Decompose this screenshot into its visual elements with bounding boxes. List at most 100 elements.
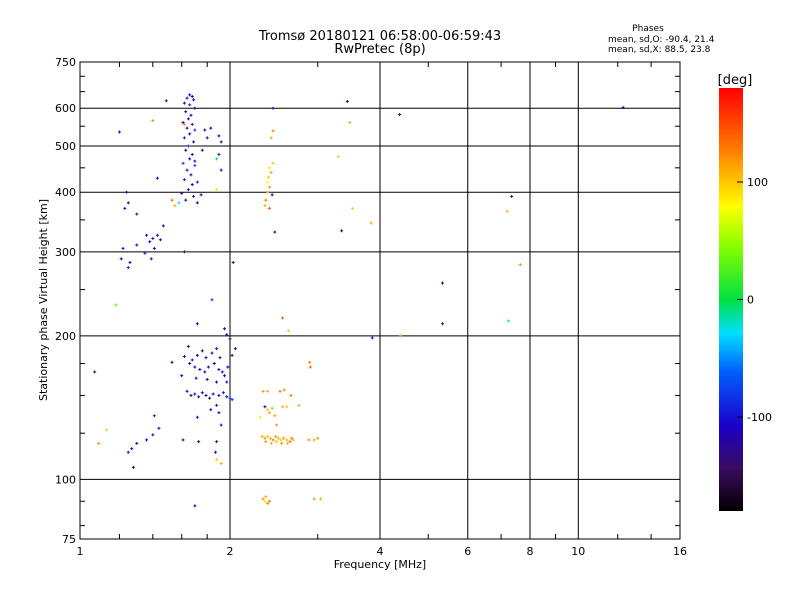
data-point (170, 198, 174, 202)
data-point (219, 140, 223, 144)
data-point (230, 398, 234, 402)
y-tick-label: 750 (55, 56, 76, 69)
data-point (186, 188, 190, 192)
data-point (193, 365, 197, 369)
data-point (288, 440, 292, 444)
data-points (93, 93, 625, 508)
data-point (155, 233, 159, 237)
data-point (217, 134, 221, 138)
x-tick-label: 16 (673, 545, 687, 558)
data-point (319, 497, 323, 501)
data-point (190, 152, 194, 156)
data-point (312, 497, 316, 501)
data-point (182, 101, 186, 105)
data-point (204, 393, 208, 397)
data-point (193, 128, 197, 132)
data-point (190, 94, 194, 98)
data-point (114, 303, 118, 307)
data-point (185, 126, 189, 130)
data-point (126, 266, 130, 270)
data-point (233, 347, 237, 351)
data-point (215, 157, 219, 161)
data-point (219, 423, 223, 427)
data-point (345, 99, 349, 103)
data-point (151, 119, 155, 123)
data-point (267, 499, 271, 503)
data-point (258, 415, 262, 419)
data-point (189, 393, 193, 397)
data-point (312, 438, 316, 442)
data-point (266, 389, 270, 393)
data-point (203, 128, 207, 132)
data-point (117, 130, 121, 134)
data-point (275, 440, 279, 444)
data-point (264, 495, 268, 499)
data-point (135, 243, 139, 247)
grid-lines (80, 62, 680, 539)
data-point (181, 161, 185, 165)
data-point (97, 441, 101, 445)
data-point (200, 148, 204, 152)
data-point (164, 99, 168, 103)
data-point (145, 233, 149, 237)
data-point (263, 204, 267, 208)
data-point (195, 353, 199, 357)
data-point (282, 388, 286, 392)
data-point (200, 391, 204, 395)
data-point (151, 433, 155, 437)
data-point (155, 176, 159, 180)
data-point (278, 389, 282, 393)
data-point (121, 246, 125, 250)
chart-title: Tromsø 20180121 06:58:00-06:59:43 (258, 29, 501, 44)
data-point (145, 438, 149, 442)
data-point (218, 356, 222, 360)
data-point (223, 374, 227, 378)
data-point (188, 103, 192, 107)
data-point (266, 435, 270, 439)
data-point (261, 497, 265, 501)
data-point (286, 329, 290, 333)
data-point (275, 423, 279, 427)
data-point (217, 411, 221, 415)
data-point (131, 465, 135, 469)
data-point (148, 240, 152, 244)
data-point (228, 337, 232, 341)
data-point (215, 403, 219, 407)
data-point (273, 414, 277, 418)
data-point (398, 113, 402, 117)
data-point (208, 396, 212, 400)
data-point (189, 113, 193, 117)
data-point (263, 405, 267, 409)
data-point (263, 499, 267, 503)
data-point (280, 441, 284, 445)
data-point (267, 185, 271, 189)
data-point (261, 389, 265, 393)
x-tick-label: 4 (377, 545, 384, 558)
data-point (157, 426, 161, 430)
data-point (230, 353, 234, 357)
data-point (276, 436, 280, 440)
data-point (188, 132, 192, 136)
data-point (195, 180, 199, 184)
data-point (143, 251, 147, 255)
data-point (190, 122, 194, 126)
data-point (193, 392, 197, 396)
stats-line-x: mean, sd,X: 88.5, 23.8 (608, 45, 711, 55)
data-point (267, 166, 271, 170)
data-point (181, 121, 185, 125)
data-point (204, 356, 208, 360)
stats-line-o: mean, sd,O: -90.4, 21.4 (608, 35, 715, 45)
data-point (149, 257, 153, 261)
data-point (185, 168, 189, 172)
data-point (217, 152, 221, 156)
colorbar-label: [deg] (718, 73, 753, 88)
data-point (441, 281, 445, 285)
data-point (264, 440, 268, 444)
data-point (506, 319, 510, 323)
data-point (291, 438, 295, 442)
data-point (263, 436, 267, 440)
data-point (370, 336, 374, 340)
data-point (441, 322, 445, 326)
data-point (271, 438, 275, 442)
data-point (219, 168, 223, 172)
